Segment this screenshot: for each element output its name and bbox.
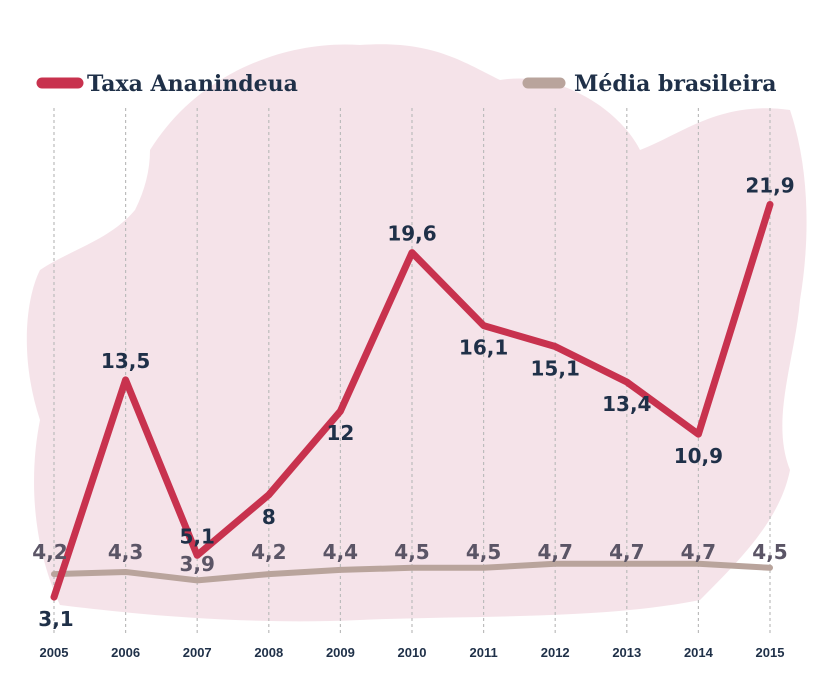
data-label-media-2009: 4,4: [323, 540, 358, 564]
data-label-media-2007: 3,9: [179, 552, 214, 576]
series-line-taxa-ananindeua: [50, 201, 774, 601]
data-label-media-2008: 4,2: [251, 540, 286, 564]
x-tick-label-2010: 2010: [398, 645, 427, 660]
data-label-taxa-2008: 8: [262, 505, 276, 529]
x-tick-label-2009: 2009: [326, 645, 355, 660]
x-tick-label-2014: 2014: [684, 645, 714, 660]
series-layer: [50, 201, 774, 601]
data-label-taxa-2011: 16,1: [459, 336, 508, 360]
data-label-media-2012: 4,7: [537, 540, 572, 564]
x-tick-label-2005: 2005: [40, 645, 69, 660]
data-label-taxa-2015: 21,9: [745, 174, 794, 198]
labels-layer: 3,1 13,5 5,1 8 12 19,6 16,1 15,1 13,4 10,9 21,9 4,2…: [32, 174, 794, 632]
x-tick-label-2006: 2006: [111, 645, 140, 660]
x-tick-label-2013: 2013: [612, 645, 641, 660]
data-label-media-2005: 4,2: [32, 540, 67, 564]
data-label-media-2011: 4,5: [466, 540, 501, 564]
x-tick-label-2012: 2012: [541, 645, 570, 660]
data-label-taxa-2006: 13,5: [101, 349, 150, 373]
data-label-taxa-2012: 15,1: [531, 357, 580, 381]
data-label-media-2014: 4,7: [681, 540, 716, 564]
background-map-shape: [26, 44, 807, 622]
legend: Taxa Ananindeua Média brasileira: [36, 71, 777, 97]
data-label-media-2010: 4,5: [394, 540, 429, 564]
data-label-media-2015: 4,5: [752, 540, 787, 564]
x-tick-label-2007: 2007: [183, 645, 212, 660]
x-tick-label-2015: 2015: [756, 645, 785, 660]
data-label-taxa-2007: 5,1: [179, 524, 214, 548]
data-label-media-2006: 4,3: [108, 540, 143, 564]
legend-label-taxa-ananindeua: Taxa Ananindeua: [87, 71, 298, 97]
x-tick-label-2008: 2008: [254, 645, 283, 660]
data-label-taxa-2014: 10,9: [674, 444, 723, 468]
data-label-taxa-2005: 3,1: [38, 607, 73, 631]
data-label-media-2013: 4,7: [609, 540, 644, 564]
legend-label-media-brasileira: Média brasileira: [574, 71, 777, 97]
data-label-taxa-2010: 19,6: [387, 222, 436, 246]
x-tick-label-2011: 2011: [469, 645, 497, 660]
series-line-media-brasileira: [51, 560, 773, 584]
ticks-layer: 2005 2006 2007 2008 2009 2010 2011 2012 2013 2014…: [40, 645, 785, 660]
data-label-taxa-2009: 12: [326, 421, 354, 445]
data-label-taxa-2013: 13,4: [602, 392, 651, 416]
